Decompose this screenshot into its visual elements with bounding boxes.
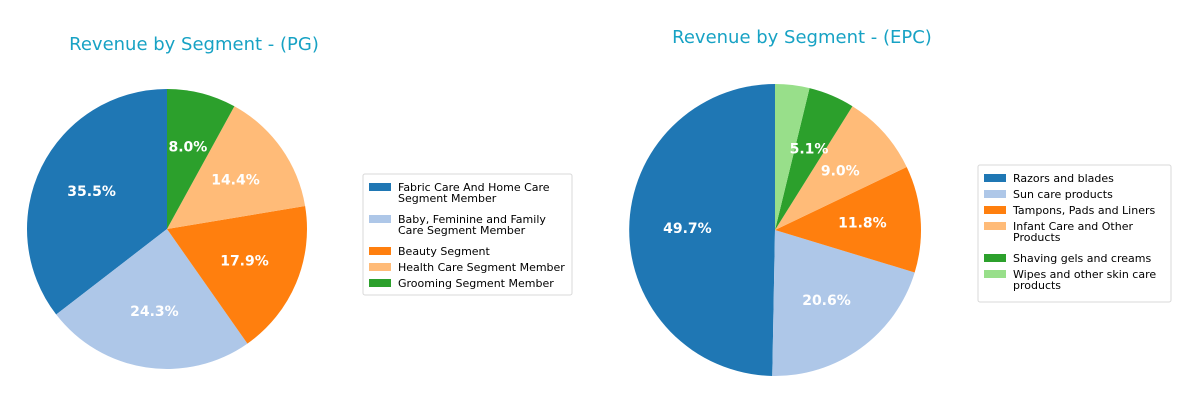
epc-legend-swatch-3 [984, 222, 1006, 230]
epc-legend-label-5: Wipes and other skin care [1013, 268, 1156, 281]
epc-slice-1 [772, 230, 915, 376]
epc-legend-label-1: Sun care products [1013, 188, 1113, 201]
pg-slice-2 [167, 206, 307, 344]
pg-legend-label-1: Care Segment Member [398, 224, 526, 237]
epc-legend-swatch-0 [984, 174, 1006, 182]
epc-slice-0 [629, 84, 775, 376]
pg-legend-swatch-3 [369, 263, 391, 271]
epc-slice-3 [775, 106, 907, 230]
pg-legend-label-4: Grooming Segment Member [398, 277, 554, 290]
pg-legend-swatch-1 [369, 215, 391, 223]
pg-legend-frame [362, 173, 573, 296]
epc-slice-label-2: 11.8% [838, 215, 887, 231]
pg-slice-label-2: 17.9% [220, 254, 269, 270]
epc-legend-label-3: Products [1013, 231, 1061, 244]
pg-slice-4 [167, 89, 235, 229]
epc-slice-label-4: 5.1% [790, 141, 829, 157]
pg-legend-swatch-2 [369, 247, 391, 255]
epc-legend-swatch-1 [984, 190, 1006, 198]
epc-legend-swatch-5 [984, 270, 1006, 278]
pg-slice-3 [167, 106, 306, 229]
pg-legend-label-1: Baby, Feminine and Family [398, 213, 546, 226]
pg-slice-0 [27, 89, 167, 315]
epc-legend-label-0: Razors and blades [1013, 172, 1114, 185]
pg-slice-label-3: 14.4% [211, 172, 260, 188]
epc-legend-label-4: Shaving gels and creams [1013, 252, 1151, 265]
epc-pie-labels: 49.7% 20.6% 11.8% 9.0% 5.1% [663, 141, 887, 309]
epc-slice-label-1: 20.6% [802, 293, 851, 309]
epc-legend-frame [977, 164, 1172, 303]
epc-legend-swatch-2 [984, 206, 1006, 214]
epc-chart-title: Revenue by Segment - (EPC) [672, 27, 932, 48]
epc-legend-label-3: Infant Care and Other [1013, 220, 1133, 233]
pg-legend-swatch-4 [369, 279, 391, 287]
epc-pie-slices [629, 84, 921, 376]
pg-slice-label-0: 35.5% [67, 184, 116, 200]
pg-slice-label-1: 24.3% [130, 304, 179, 320]
pg-pie-slices [27, 89, 307, 369]
epc-slice-5 [775, 84, 810, 230]
epc-slice-label-3: 9.0% [821, 164, 860, 180]
pg-legend-label-2: Beauty Segment [398, 245, 491, 258]
epc-slice-4 [775, 88, 853, 230]
epc-slice-2 [775, 167, 921, 273]
epc-legend-label-2: Tampons, Pads and Liners [1012, 204, 1155, 217]
pg-legend-label-3: Health Care Segment Member [398, 261, 565, 274]
pg-legend-label-0: Segment Member [398, 192, 497, 205]
epc-legend-label-5: products [1013, 279, 1061, 292]
pg-slice-label-4: 8.0% [168, 140, 207, 156]
pg-slice-1 [56, 229, 248, 369]
epc-slice-label-0: 49.7% [663, 221, 712, 237]
pg-legend-label-0: Fabric Care And Home Care [398, 181, 550, 194]
epc-pie-chart: Revenue by Segment - (EPC) 49.7% 20.6% 11.… [629, 27, 1172, 376]
epc-legend: Razors and blades Sun care products Tampon… [977, 164, 1172, 303]
pg-pie-labels: 35.5% 24.3% 17.9% 14.4%8.0% [67, 140, 268, 320]
pg-chart-title: Revenue by Segment - (PG) [69, 34, 319, 55]
pg-pie-chart: Revenue by Segment - (PG) 35.5% 24.3% 17.9… [27, 34, 573, 369]
epc-legend-swatch-4 [984, 254, 1006, 262]
pg-legend-swatch-0 [369, 183, 391, 191]
